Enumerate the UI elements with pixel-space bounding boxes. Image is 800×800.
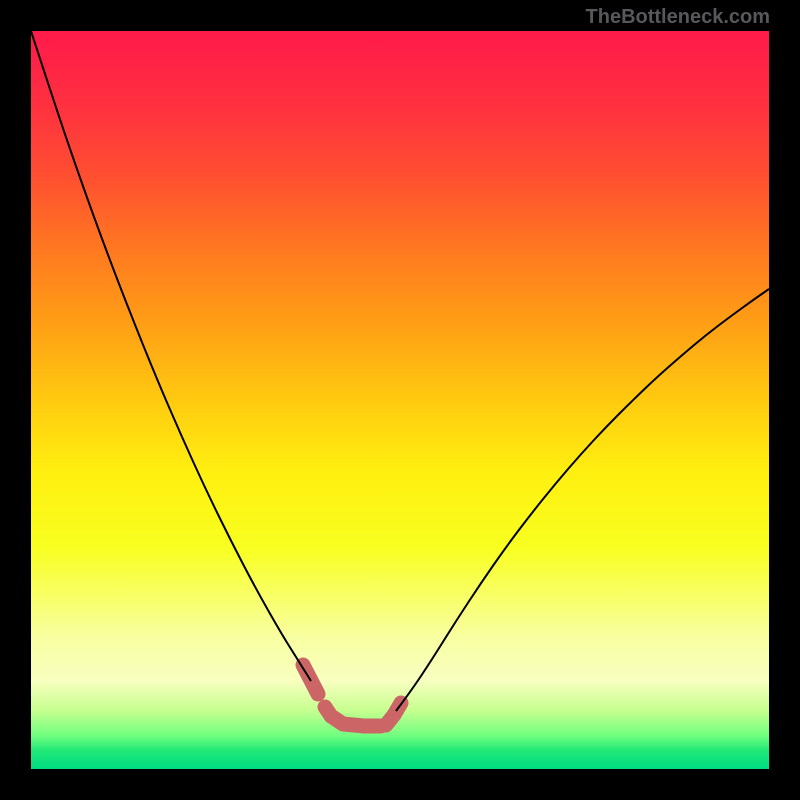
right-curve: [396, 289, 769, 711]
chart-frame: TheBottleneck.com: [0, 0, 800, 800]
left-curve: [31, 31, 311, 681]
watermark-text: TheBottleneck.com: [586, 6, 770, 29]
highlight-marker: [303, 665, 401, 726]
plot-area: [31, 31, 769, 769]
curves-layer: [31, 31, 769, 769]
